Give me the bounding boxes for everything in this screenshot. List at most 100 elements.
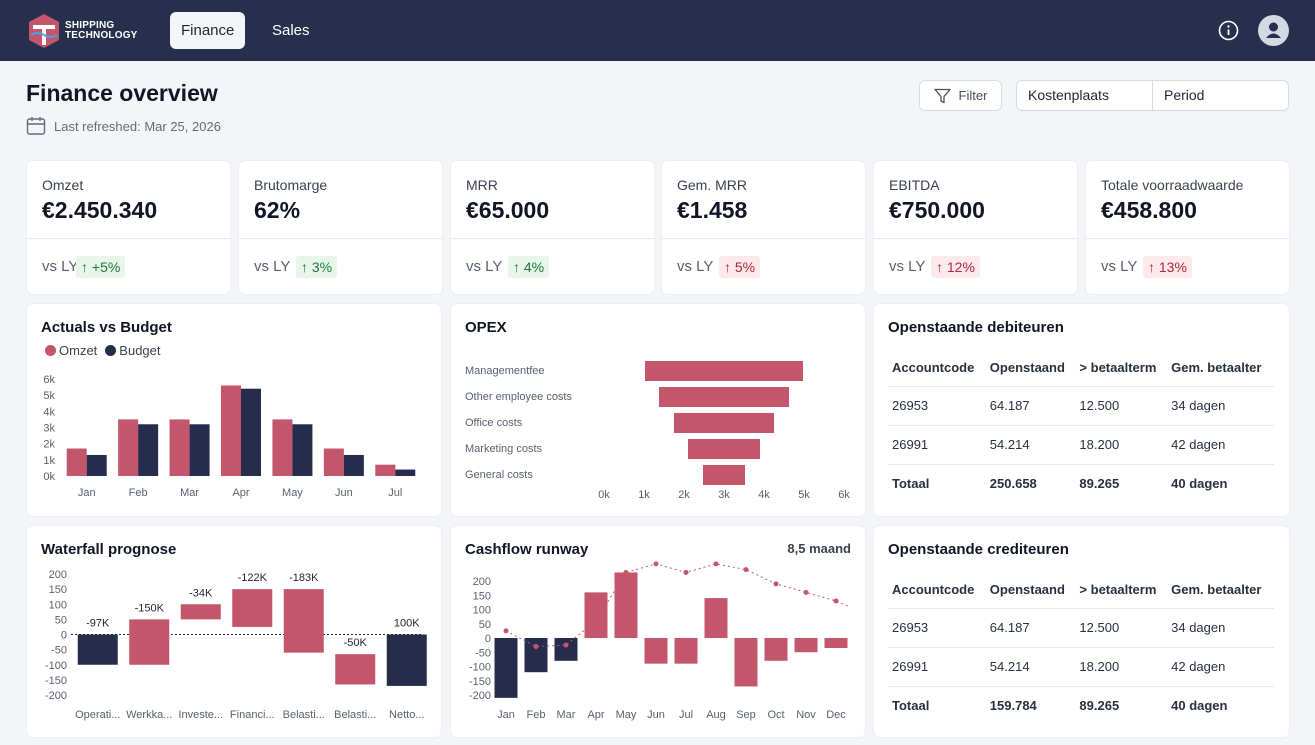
debiteuren-table: Accountcode Openstaand > betaalterm Gem.… bbox=[888, 350, 1274, 503]
tab-finance[interactable]: Finance bbox=[170, 12, 246, 49]
bar-budget bbox=[86, 454, 107, 476]
y-tick-label: -200 bbox=[469, 690, 491, 702]
y-tick-label: 200 bbox=[49, 569, 67, 581]
cashflow-bar bbox=[644, 638, 668, 664]
x-tick-label: Apr bbox=[232, 487, 249, 499]
column-header[interactable]: Gem. betaalter bbox=[1171, 360, 1262, 376]
x-tick-label: 5k bbox=[798, 489, 810, 501]
runway-point bbox=[653, 561, 659, 567]
table-row[interactable]: 26991 54.214 18.200 42 dagen bbox=[888, 424, 1274, 464]
table-header-row: Accountcode Openstaand > betaalterm Gem.… bbox=[888, 572, 1274, 608]
y-tick-label: -50 bbox=[51, 645, 67, 657]
x-tick-label: 1k bbox=[638, 489, 650, 501]
info-icon[interactable] bbox=[1218, 20, 1239, 41]
column-header[interactable]: > betaalterm bbox=[1079, 582, 1157, 598]
data-label: -183K bbox=[289, 572, 319, 584]
x-tick-label: Apr bbox=[587, 709, 604, 721]
panel-title: Openstaande crediteuren bbox=[888, 541, 1069, 558]
user-avatar-button[interactable] bbox=[1258, 15, 1289, 46]
kpi-card-voorraadwaarde[interactable]: Totale voorraadwaarde €458.800 vs LY ↑ 1… bbox=[1086, 161, 1289, 294]
column-header[interactable]: Openstaand bbox=[989, 360, 1065, 376]
y-tick-label: -150 bbox=[45, 675, 67, 687]
bar-omzet bbox=[375, 464, 396, 476]
cost-center-select[interactable]: Kostenplaats bbox=[1028, 87, 1109, 103]
y-tick-label: 100 bbox=[49, 599, 67, 611]
kpi-value: €1.458 bbox=[677, 197, 748, 223]
table-row[interactable]: 26991 54.214 18.200 42 dagen bbox=[888, 646, 1274, 686]
category-label: Marketing costs bbox=[465, 443, 543, 455]
table-header-row: Accountcode Openstaand > betaalterm Gem.… bbox=[888, 350, 1274, 386]
y-tick-label: 0 bbox=[61, 630, 67, 642]
x-tick-label: Dec bbox=[826, 709, 846, 721]
runway-value: 8,5 maand bbox=[787, 541, 851, 556]
user-icon bbox=[1266, 22, 1281, 38]
kpi-label: Omzet bbox=[42, 177, 84, 193]
table-row[interactable]: 26953 64.187 12.500 34 dagen bbox=[888, 607, 1274, 647]
kpi-change-badge: ↑ 3% bbox=[296, 256, 338, 278]
waterfall-bar bbox=[386, 634, 427, 686]
kpi-vs-label: vs LY bbox=[677, 258, 714, 275]
table-cell: 18.200 bbox=[1075, 646, 1168, 686]
legend-item-omzet[interactable]: Omzet bbox=[45, 343, 97, 358]
brand-logo[interactable]: SHIPPING TECHNOLOGY bbox=[27, 11, 157, 51]
bar-omzet bbox=[169, 419, 190, 476]
table-cell: 12.500 bbox=[1075, 607, 1168, 647]
cashflow-bar bbox=[584, 592, 608, 638]
waterfall-chart: 200 150 100 50 0 -50 -100 -150 -200 -97K Operati..… bbox=[45, 569, 427, 721]
y-tick-label: 0k bbox=[43, 471, 55, 483]
x-tick-label: Jan bbox=[78, 487, 96, 499]
kpi-change-badge: ↑ 12% bbox=[931, 256, 980, 278]
table-cell: 26953 bbox=[888, 607, 986, 647]
filter-selects: Kostenplaats Period bbox=[1016, 80, 1289, 111]
table-cell: 42 dagen bbox=[1167, 646, 1274, 686]
kpi-divider bbox=[451, 238, 654, 239]
table-cell: Totaal bbox=[888, 463, 986, 503]
table-cell: 54.214 bbox=[985, 646, 1076, 686]
cashflow-chart: 200 150 100 50 0 -50 -100 -150 -200 Jan Feb Mar Apr M… bbox=[469, 561, 850, 721]
runway-point bbox=[623, 569, 629, 575]
runway-line bbox=[505, 563, 850, 648]
kpi-divider bbox=[27, 238, 230, 239]
runway-point bbox=[593, 618, 599, 624]
kpi-card-mrr[interactable]: MRR €65.000 vs LY ↑ 4% bbox=[451, 161, 654, 294]
x-tick-label: Operati... bbox=[75, 709, 120, 721]
bar-omzet bbox=[272, 419, 293, 476]
legend-item-budget[interactable]: Budget bbox=[105, 343, 161, 358]
table-total-row: Totaal 250.658 89.265 40 dagen bbox=[888, 463, 1274, 503]
kpi-label: EBITDA bbox=[889, 177, 940, 193]
period-select[interactable]: Period bbox=[1152, 81, 1288, 110]
x-tick-label: Belasti... bbox=[334, 709, 376, 721]
waterfall-bar bbox=[232, 589, 273, 627]
column-header[interactable]: Gem. betaalter bbox=[1171, 582, 1262, 598]
kpi-card-brutomarge[interactable]: Brutomarge 62% vs LY ↑ 3% bbox=[239, 161, 442, 294]
kpi-card-ebitda[interactable]: EBITDA €750.000 vs LY ↑ 12% bbox=[874, 161, 1077, 294]
y-tick-label: 1k bbox=[43, 455, 55, 467]
table-cell: 26953 bbox=[888, 385, 986, 425]
bar-omzet bbox=[221, 385, 241, 476]
column-header[interactable]: Openstaand bbox=[989, 582, 1065, 598]
table-cell: 89.265 bbox=[1075, 685, 1168, 725]
page-title: Finance overview bbox=[26, 80, 218, 106]
legend-label: Omzet bbox=[59, 343, 98, 358]
kpi-card-gem-mrr[interactable]: Gem. MRR €1.458 vs LY ↑ 5% bbox=[662, 161, 865, 294]
kpi-label: Gem. MRR bbox=[677, 177, 747, 193]
table-row[interactable]: 26953 64.187 12.500 34 dagen bbox=[888, 385, 1274, 425]
kpi-change-badge: ↑ 13% bbox=[1143, 256, 1192, 278]
bar-omzet bbox=[66, 448, 87, 476]
y-tick-label: 5k bbox=[43, 390, 55, 402]
filter-button[interactable]: Filter bbox=[919, 80, 1002, 111]
funnel-bar bbox=[703, 465, 745, 485]
tab-sales[interactable]: Sales bbox=[272, 22, 310, 39]
funnel-bar bbox=[659, 387, 789, 407]
kpi-card-omzet[interactable]: Omzet €2.450.340 vs LY ↑ +5% bbox=[27, 161, 230, 294]
column-header[interactable]: Accountcode bbox=[892, 360, 975, 376]
last-refreshed-text: Last refreshed: Mar 25, 2026 bbox=[54, 118, 221, 134]
runway-point bbox=[563, 642, 569, 648]
x-tick-label: Mar bbox=[557, 709, 576, 721]
x-tick-label: 2k bbox=[678, 489, 690, 501]
column-header[interactable]: > betaalterm bbox=[1079, 360, 1157, 376]
last-refreshed: Last refreshed: Mar 25, 2026 bbox=[26, 116, 221, 136]
column-header[interactable]: Accountcode bbox=[892, 582, 975, 598]
cashflow-bar bbox=[824, 638, 848, 648]
opex-panel: OPEX Managementfee Other employee costs Of… bbox=[451, 304, 865, 516]
